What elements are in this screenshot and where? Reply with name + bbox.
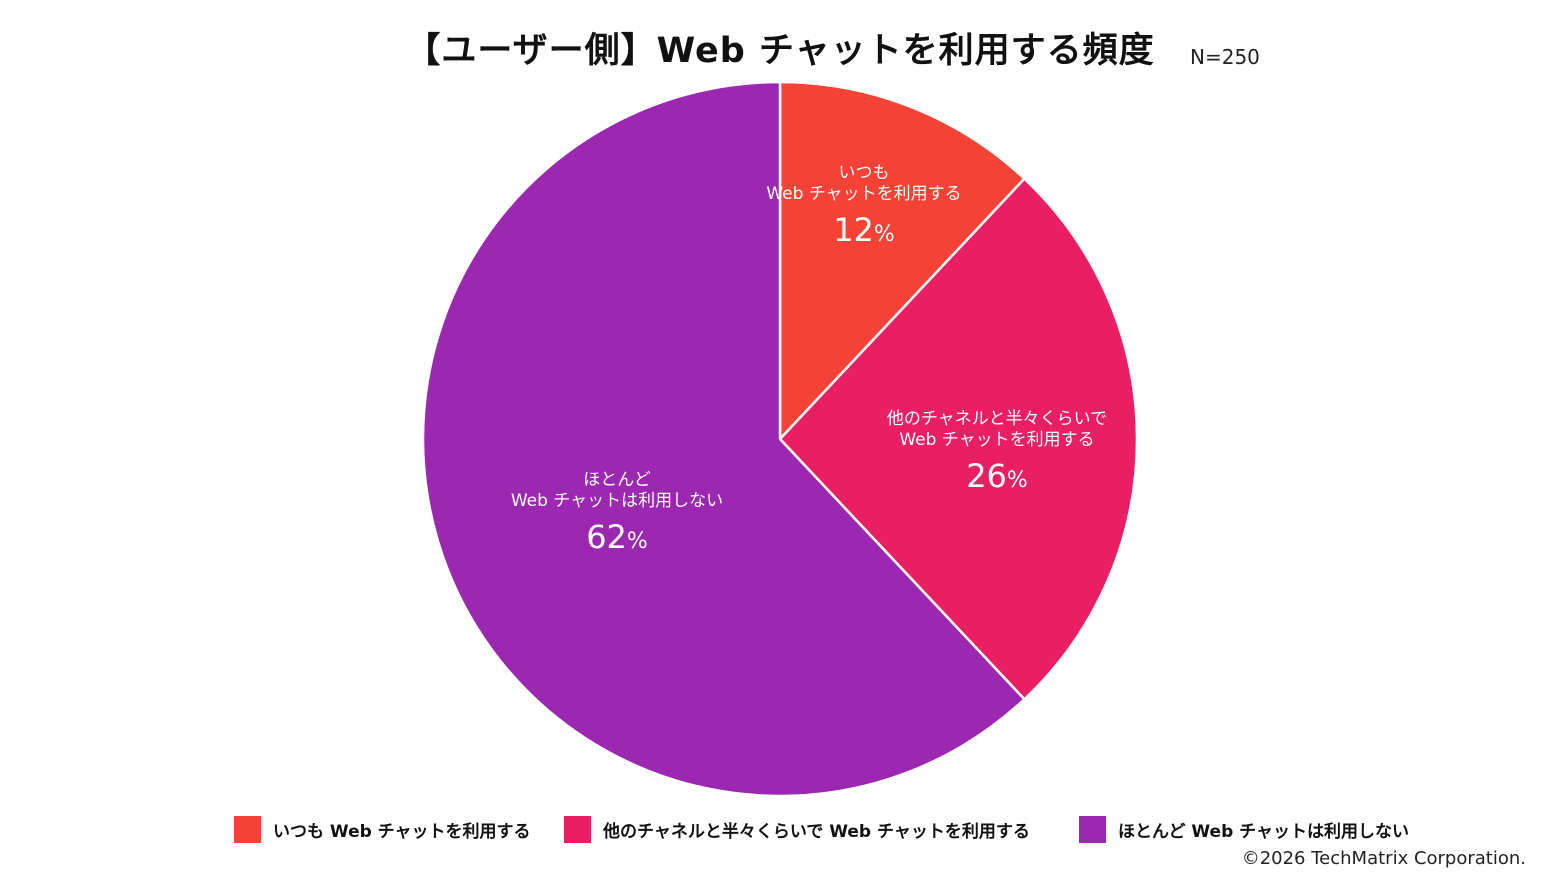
legend-label-rarely: ほとんど Web チャットは利用しない [1118, 822, 1410, 842]
slice-label-rarely-line-1: ほとんど [583, 470, 651, 490]
copyright-notice: ©2026 TechMatrix Corporation. [1241, 848, 1526, 869]
slice-label-rarely-line-2: Web チャットは利用しない [511, 491, 723, 511]
legend-item-always: いつも Web チャットを利用する [234, 816, 531, 843]
legend-item-half: 他のチャネルと半々くらいで Web チャットを利用する [564, 816, 1030, 843]
slice-label-half-line-1: 他のチャネルと半々くらいで [887, 409, 1107, 429]
slice-label-half-line-2: Web チャットを利用する [899, 430, 1094, 450]
pie-slice-always [778, 80, 1026, 441]
slice-value-rarely: 62% [586, 518, 648, 556]
sample-size-label: N=250 [1190, 45, 1260, 69]
legend-label-always: いつも Web チャットを利用する [273, 822, 531, 842]
slice-label-always-line-2: Web チャットを利用する [766, 184, 961, 204]
legend-item-rarely: ほとんど Web チャットは利用しない [1079, 816, 1409, 843]
legend-swatch-half [564, 816, 591, 843]
legend-label-half: 他のチャネルと半々くらいで Web チャットを利用する [603, 822, 1030, 842]
pie-slice-half [778, 177, 1139, 701]
slice-label-always-line-1: いつも [839, 163, 890, 183]
slice-value-half: 26% [966, 457, 1028, 495]
legend-swatch-rarely [1079, 816, 1106, 843]
pie-slice-rarely [421, 80, 1026, 798]
slice-value-always: 12% [833, 211, 895, 249]
chart-title-text: 【ユーザー側】Web チャットを利用する頻度 [405, 31, 1155, 71]
chart-title: 【ユーザー側】Web チャットを利用する頻度 [0, 22, 1560, 73]
legend-swatch-always [234, 816, 261, 843]
